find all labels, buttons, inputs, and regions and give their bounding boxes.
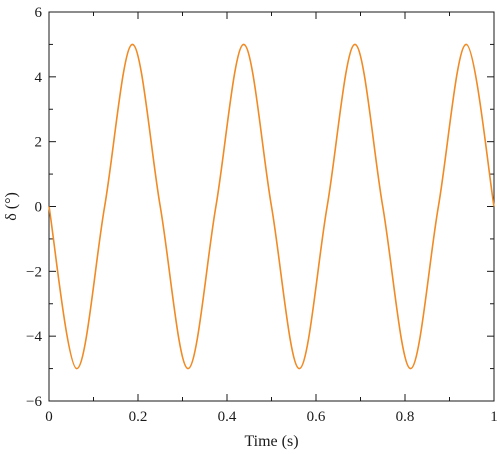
y-tick-label: 6 xyxy=(35,5,43,21)
x-tick-labels: 0 0.2 0.4 0.6 0.8 1 xyxy=(45,409,498,425)
x-tick-label: 0.4 xyxy=(218,409,237,425)
y-tick-label: −2 xyxy=(26,264,42,280)
tick-marks xyxy=(48,11,495,402)
y-tick-labels: −6 −4 −2 0 2 4 6 xyxy=(26,5,42,410)
y-tick-label: −4 xyxy=(26,329,42,345)
series-line-0 xyxy=(48,43,495,370)
x-tick-label: 0.6 xyxy=(307,409,326,425)
y-tick-label: −6 xyxy=(26,394,42,410)
y-tick-label: 4 xyxy=(35,70,43,86)
series-group xyxy=(48,43,495,370)
x-tick-label: 1 xyxy=(490,409,498,425)
y-tick-label: 2 xyxy=(35,135,43,151)
x-axis-label: Time (s) xyxy=(244,433,298,450)
y-tick-label: 0 xyxy=(35,200,43,216)
x-tick-label: 0.8 xyxy=(396,409,415,425)
x-tick-label: 0.2 xyxy=(129,409,148,425)
x-tick-label: 0 xyxy=(45,409,53,425)
y-axis-label: δ (°) xyxy=(3,192,20,221)
